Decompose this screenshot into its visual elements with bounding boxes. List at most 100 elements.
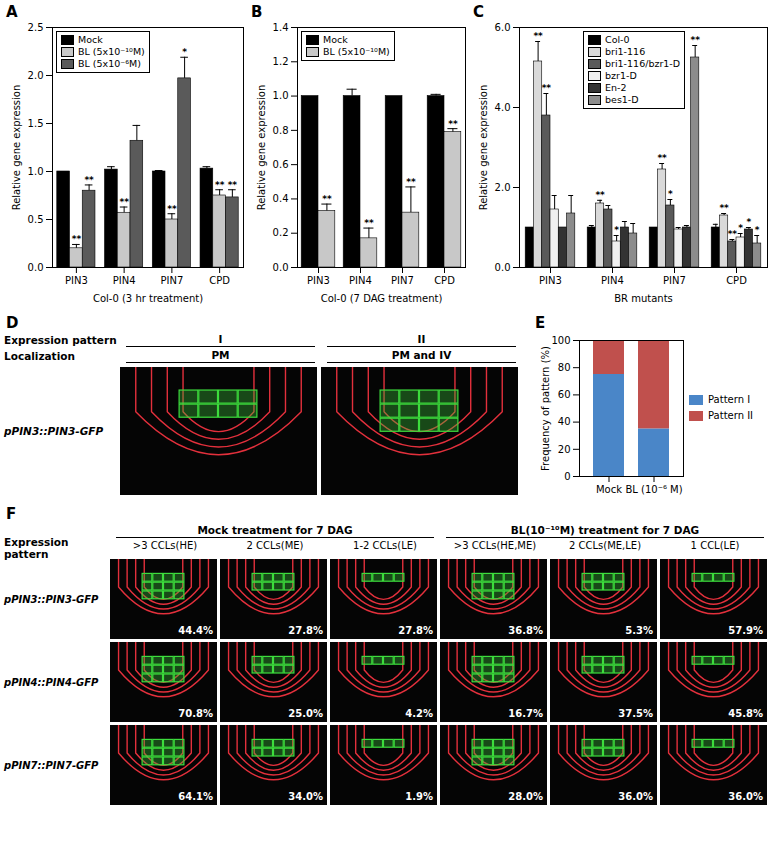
svg-text:**: ** bbox=[84, 175, 94, 185]
svg-text:40: 40 bbox=[558, 416, 571, 427]
svg-text:PIN3: PIN3 bbox=[65, 275, 88, 286]
svg-text:20: 20 bbox=[558, 444, 571, 455]
svg-text:0.8: 0.8 bbox=[273, 125, 289, 136]
svg-text:BL (10⁻⁶ M): BL (10⁻⁶ M) bbox=[625, 484, 682, 495]
svg-text:Relative gene expression: Relative gene expression bbox=[256, 85, 267, 211]
svg-text:**: ** bbox=[728, 229, 738, 239]
svg-text:**: ** bbox=[364, 218, 374, 228]
svg-text:Relative gene expression: Relative gene expression bbox=[11, 85, 22, 211]
svg-text:**: ** bbox=[448, 119, 458, 129]
svg-text:0.0: 0.0 bbox=[28, 262, 44, 273]
html-text:B: B bbox=[251, 3, 263, 21]
svg-text:70.8%: 70.8% bbox=[178, 708, 213, 719]
svg-text:**: ** bbox=[228, 180, 238, 190]
svg-text:36.8%: 36.8% bbox=[508, 625, 543, 636]
svg-text:27.8%: 27.8% bbox=[398, 625, 433, 636]
html-text:Mock treatment for 7 DAG: Mock treatment for 7 DAG bbox=[197, 524, 353, 536]
svg-text:**: ** bbox=[406, 177, 416, 187]
svg-text:1.0: 1.0 bbox=[273, 90, 289, 101]
svg-text:**: ** bbox=[533, 31, 543, 41]
svg-text:CPD: CPD bbox=[726, 275, 747, 286]
svg-text:Frequency of pattern (%): Frequency of pattern (%) bbox=[540, 346, 551, 471]
svg-text:1.5: 1.5 bbox=[28, 118, 44, 129]
svg-text:45.8%: 45.8% bbox=[728, 708, 763, 719]
svg-text:**: ** bbox=[595, 190, 605, 200]
html-text:Expression pattern: Expression pattern bbox=[4, 536, 69, 560]
svg-text:5.3%: 5.3% bbox=[625, 625, 653, 636]
svg-text:25.0%: 25.0% bbox=[288, 708, 323, 719]
svg-text:57.9%: 57.9% bbox=[728, 625, 763, 636]
html-text:A: A bbox=[6, 3, 18, 21]
svg-text:16.7%: 16.7% bbox=[508, 708, 543, 719]
svg-text:PIN7: PIN7 bbox=[663, 275, 686, 286]
svg-text:44.4%: 44.4% bbox=[178, 625, 213, 636]
svg-text:**: ** bbox=[322, 194, 332, 204]
svg-text:PIN4: PIN4 bbox=[349, 275, 372, 286]
svg-text:*: * bbox=[747, 217, 752, 227]
svg-text:0.4: 0.4 bbox=[273, 193, 289, 204]
svg-text:27.8%: 27.8% bbox=[288, 625, 323, 636]
svg-text:**: ** bbox=[215, 180, 225, 190]
html-text:pPIN4::PIN4-GFP: pPIN4::PIN4-GFP bbox=[4, 676, 99, 688]
svg-text:BR mutants: BR mutants bbox=[614, 293, 673, 304]
svg-text:**: ** bbox=[72, 234, 82, 244]
html-text:Expression pattern: Expression pattern bbox=[4, 334, 117, 346]
svg-text:1.9%: 1.9% bbox=[405, 791, 433, 802]
svg-text:**: ** bbox=[542, 83, 552, 93]
html-text:Localization: Localization bbox=[4, 350, 75, 362]
svg-text:0: 0 bbox=[564, 471, 570, 482]
svg-text:*: * bbox=[182, 47, 187, 57]
svg-text:PIN3: PIN3 bbox=[539, 275, 562, 286]
html-text:BL(10⁻¹⁰M) treatment for 7 DAG: BL(10⁻¹⁰M) treatment for 7 DAG bbox=[510, 524, 700, 536]
html-text:pPIN7::PIN7-GFP: pPIN7::PIN7-GFP bbox=[4, 759, 99, 771]
svg-text:**: ** bbox=[657, 153, 667, 163]
svg-text:*: * bbox=[614, 225, 619, 235]
svg-text:80: 80 bbox=[558, 362, 571, 373]
svg-text:**: ** bbox=[719, 203, 729, 213]
svg-text:Relative gene expression: Relative gene expression bbox=[478, 85, 489, 211]
svg-text:0.0: 0.0 bbox=[495, 262, 511, 273]
svg-text:28.0%: 28.0% bbox=[508, 791, 543, 802]
svg-text:36.0%: 36.0% bbox=[728, 791, 763, 802]
svg-text:1.0: 1.0 bbox=[28, 166, 44, 177]
svg-text:Col-0 (3 hr treatment): Col-0 (3 hr treatment) bbox=[93, 293, 203, 304]
svg-text:2.0: 2.0 bbox=[28, 70, 44, 81]
svg-text:64.1%: 64.1% bbox=[178, 791, 213, 802]
html-text:PM and IV: PM and IV bbox=[391, 349, 452, 361]
svg-text:2.5: 2.5 bbox=[28, 22, 44, 33]
svg-text:**: ** bbox=[167, 204, 177, 214]
svg-text:PIN4: PIN4 bbox=[113, 275, 136, 286]
html-text:PM: PM bbox=[211, 349, 230, 361]
svg-text:1.4: 1.4 bbox=[273, 22, 289, 33]
html-text:pPIN3::PIN3-GFP: pPIN3::PIN3-GFP bbox=[4, 593, 99, 605]
svg-text:1.2: 1.2 bbox=[273, 56, 289, 67]
svg-text:0.5: 0.5 bbox=[28, 214, 44, 225]
svg-text:CPD: CPD bbox=[209, 275, 230, 286]
svg-text:PIN3: PIN3 bbox=[307, 275, 330, 286]
svg-text:0.6: 0.6 bbox=[273, 159, 289, 170]
svg-text:*: * bbox=[738, 223, 743, 233]
html-text:pPIN3::PIN3-GFP: pPIN3::PIN3-GFP bbox=[4, 425, 104, 437]
svg-text:CPD: CPD bbox=[434, 275, 455, 286]
svg-text:37.5%: 37.5% bbox=[618, 708, 653, 719]
svg-text:60: 60 bbox=[558, 389, 571, 400]
svg-text:**: ** bbox=[690, 35, 700, 45]
svg-text:Col-0 (7 DAG treatment): Col-0 (7 DAG treatment) bbox=[321, 293, 443, 304]
svg-text:2.0: 2.0 bbox=[495, 182, 511, 193]
svg-text:4.2%: 4.2% bbox=[405, 708, 433, 719]
svg-text:0.2: 0.2 bbox=[273, 227, 289, 238]
svg-text:PIN7: PIN7 bbox=[391, 275, 414, 286]
svg-text:*: * bbox=[668, 189, 673, 199]
svg-text:4.0: 4.0 bbox=[495, 102, 511, 113]
svg-text:PIN7: PIN7 bbox=[160, 275, 183, 286]
svg-text:**: ** bbox=[119, 197, 129, 207]
svg-text:100: 100 bbox=[551, 335, 570, 346]
svg-text:Mock: Mock bbox=[596, 484, 622, 495]
svg-text:PIN4: PIN4 bbox=[601, 275, 624, 286]
svg-text:6.0: 6.0 bbox=[495, 22, 511, 33]
svg-text:*: * bbox=[755, 225, 760, 235]
svg-text:0.0: 0.0 bbox=[273, 262, 289, 273]
html-text:D: D bbox=[6, 314, 19, 332]
svg-text:36.0%: 36.0% bbox=[618, 791, 653, 802]
svg-text:34.0%: 34.0% bbox=[288, 791, 323, 802]
